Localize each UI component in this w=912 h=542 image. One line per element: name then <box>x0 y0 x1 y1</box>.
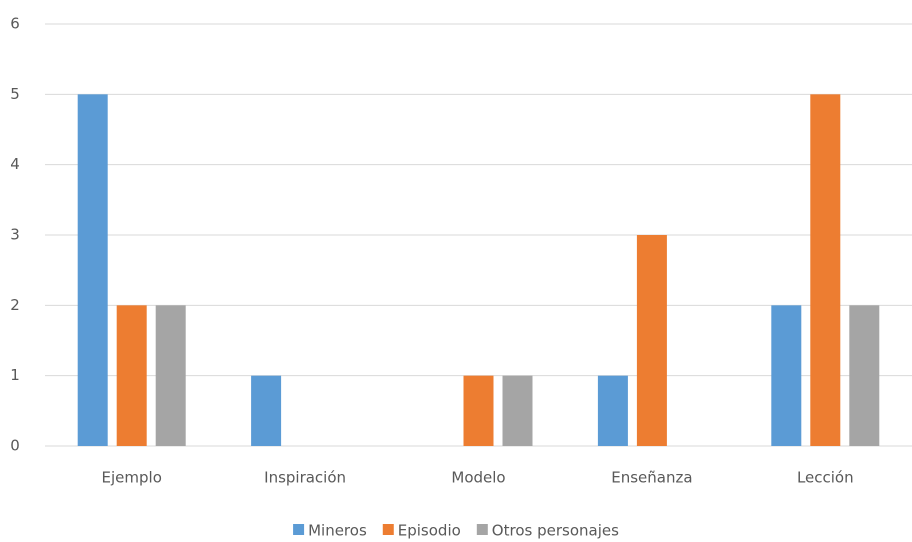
bar <box>155 305 186 446</box>
x-tick-label: Modelo <box>451 469 505 487</box>
x-tick-label: Lección <box>797 469 854 487</box>
bar <box>116 305 147 446</box>
legend-label: Mineros <box>308 522 367 540</box>
bar <box>597 375 628 446</box>
bar <box>251 375 282 446</box>
y-tick-label: 4 <box>10 155 20 173</box>
bar <box>636 235 667 446</box>
y-tick-label: 1 <box>10 366 20 384</box>
y-tick-label: 0 <box>10 437 20 455</box>
legend: Mineros Episodio Otros personajes <box>293 522 619 540</box>
bar <box>771 305 802 446</box>
legend-swatch <box>293 524 305 535</box>
legend-swatch <box>382 524 394 535</box>
y-tick-label: 2 <box>10 296 20 314</box>
y-tick-label: 6 <box>10 15 20 33</box>
y-tick-label: 3 <box>10 226 20 244</box>
x-tick-label: Ejemplo <box>102 469 162 487</box>
legend-label: Episodio <box>398 522 461 540</box>
legend-label: Otros personajes <box>492 522 619 540</box>
y-tick-label: 5 <box>10 85 20 103</box>
x-tick-label: Enseñanza <box>611 469 692 487</box>
x-tick-label: Inspiración <box>264 469 346 487</box>
legend-swatch <box>476 524 488 535</box>
bar <box>463 375 494 446</box>
bar <box>810 94 841 446</box>
bar <box>502 375 533 446</box>
bar <box>77 94 108 446</box>
bar <box>849 305 880 446</box>
